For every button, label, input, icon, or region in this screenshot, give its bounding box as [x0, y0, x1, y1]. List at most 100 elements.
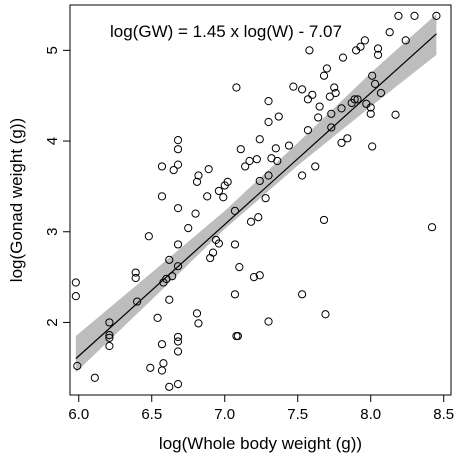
data-point	[252, 155, 261, 164]
data-point	[153, 313, 162, 323]
data-point	[385, 28, 394, 37]
data-point	[314, 113, 323, 122]
regression-line	[75, 33, 437, 360]
data-point	[325, 92, 334, 101]
data-point	[214, 186, 223, 196]
data-point	[230, 290, 240, 299]
data-point	[254, 213, 263, 222]
data-point	[338, 53, 348, 62]
data-point	[373, 50, 383, 59]
data-point	[274, 112, 283, 121]
data-point	[264, 317, 273, 326]
data-point	[264, 171, 273, 180]
data-point	[144, 232, 153, 241]
data-point	[391, 110, 400, 119]
data-point	[273, 156, 282, 166]
data-point	[146, 363, 155, 372]
data-point	[284, 141, 294, 150]
data-point	[105, 331, 114, 340]
data-point	[327, 123, 336, 132]
plot-frame	[69, 4, 452, 396]
x-axis-title: log(Whole body weight (g))	[159, 434, 362, 453]
data-point	[173, 337, 183, 346]
data-point	[173, 380, 183, 389]
data-point	[230, 206, 240, 215]
data-points-layer	[71, 11, 441, 391]
data-point	[192, 309, 202, 318]
data-point	[157, 366, 167, 375]
data-point	[173, 332, 183, 342]
data-point	[245, 156, 254, 166]
data-point	[360, 36, 369, 45]
data-point	[343, 134, 352, 143]
data-point	[255, 271, 264, 280]
data-point	[173, 347, 183, 356]
y-tick-label: 2	[44, 318, 61, 326]
data-point	[157, 340, 167, 349]
data-point	[366, 103, 375, 112]
data-point	[249, 272, 259, 282]
data-point	[169, 165, 178, 175]
data-point	[236, 145, 245, 154]
data-point	[337, 138, 346, 147]
data-point	[255, 135, 264, 144]
data-point	[264, 117, 273, 127]
data-point	[308, 90, 317, 99]
data-point	[261, 194, 270, 203]
data-point	[173, 145, 183, 154]
y-axis-title: log(Gonad weight (g))	[7, 118, 26, 282]
data-point	[204, 165, 213, 174]
data-point	[305, 46, 314, 55]
data-point	[105, 341, 114, 351]
data-point	[71, 292, 80, 301]
confidence-band-layer	[75, 14, 437, 373]
data-point	[223, 177, 232, 186]
data-point	[427, 223, 437, 232]
data-point	[105, 333, 114, 342]
y-tick-label: 3	[44, 228, 61, 236]
x-tick-label: 6.5	[141, 406, 162, 423]
data-point	[298, 85, 307, 94]
data-point	[303, 126, 313, 135]
regression-line-layer	[75, 33, 437, 360]
data-point	[159, 359, 168, 368]
data-point	[264, 97, 273, 106]
data-point	[184, 224, 193, 233]
data-point	[206, 253, 215, 263]
data-point	[165, 382, 174, 391]
x-tick-label: 7.5	[287, 406, 308, 423]
data-point	[165, 295, 174, 304]
data-point	[157, 192, 167, 201]
data-point	[157, 162, 167, 171]
data-point	[194, 319, 203, 328]
data-point	[321, 310, 330, 319]
data-point	[73, 361, 82, 371]
axes-layer: 6.0 6.5 7.0 7.5 8.0 8.5 2 3 4 5	[44, 46, 454, 423]
data-point	[173, 136, 183, 145]
x-tick-label: 8.0	[360, 406, 381, 423]
data-point	[319, 71, 329, 80]
data-point	[233, 331, 242, 341]
data-point	[353, 95, 362, 104]
data-point	[192, 177, 202, 186]
data-point	[350, 95, 359, 104]
data-point	[165, 255, 174, 264]
data-point	[219, 193, 228, 202]
data-point	[105, 318, 114, 327]
data-point	[330, 83, 339, 92]
data-point	[401, 36, 410, 45]
x-tick-label: 8.5	[433, 406, 454, 423]
data-point	[246, 217, 256, 226]
data-point	[71, 278, 80, 287]
data-point	[298, 290, 307, 299]
data-point	[255, 176, 264, 186]
data-point	[173, 204, 183, 213]
data-point	[289, 82, 298, 91]
data-point	[373, 44, 383, 53]
data-point	[368, 142, 377, 151]
data-point	[214, 239, 223, 248]
x-tick-label: 6.0	[68, 406, 89, 423]
data-point	[322, 64, 332, 73]
confidence-band	[75, 14, 437, 373]
